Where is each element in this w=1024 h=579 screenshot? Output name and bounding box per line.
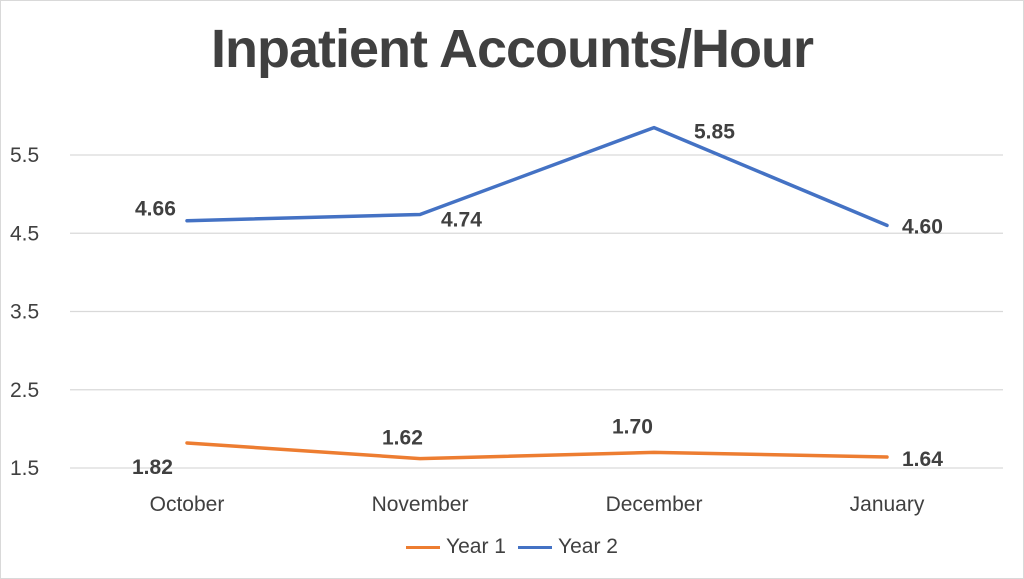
data-label: 1.64: [902, 448, 943, 471]
data-labels: 1.82 1.62 1.70 1.64 4.66 4.74 5.85 4.60: [132, 121, 943, 479]
y-axis-ticks: 1.5 2.5 3.5 4.5 5.5: [10, 144, 39, 480]
y-tick-label: 3.5: [10, 301, 39, 324]
legend: Year 1 Year 2: [0, 535, 1024, 559]
data-label: 1.62: [382, 427, 423, 450]
data-label: 1.70: [612, 415, 653, 438]
legend-label-year-1: Year 1: [446, 535, 506, 558]
gridlines: [70, 154, 1003, 469]
series-line-year-1: [185, 441, 889, 461]
data-label: 5.85: [694, 121, 735, 144]
legend-item-year-1: Year 1: [406, 535, 506, 559]
series-lines: [185, 125, 889, 461]
x-tick-label: October: [150, 493, 225, 516]
data-label: 4.74: [441, 208, 482, 231]
x-tick-label: November: [372, 493, 469, 516]
x-axis-ticks: October November December January: [150, 493, 925, 516]
x-tick-label: January: [850, 493, 925, 516]
chart-title: Inpatient Accounts/Hour: [210, 19, 814, 79]
y-tick-label: 1.5: [10, 457, 39, 480]
legend-label-year-2: Year 2: [558, 535, 618, 558]
data-label: 4.66: [135, 198, 176, 221]
series-line-year-2: [185, 125, 889, 228]
data-label: 4.60: [902, 215, 943, 238]
x-tick-label: December: [606, 493, 703, 516]
legend-swatch-year-2: [518, 545, 552, 549]
y-tick-label: 4.5: [10, 222, 39, 245]
data-label: 1.82: [132, 456, 173, 479]
y-tick-label: 5.5: [10, 144, 39, 167]
legend-swatch-year-1: [406, 545, 441, 549]
legend-item-year-2: Year 2: [518, 535, 618, 559]
y-tick-label: 2.5: [10, 379, 39, 402]
